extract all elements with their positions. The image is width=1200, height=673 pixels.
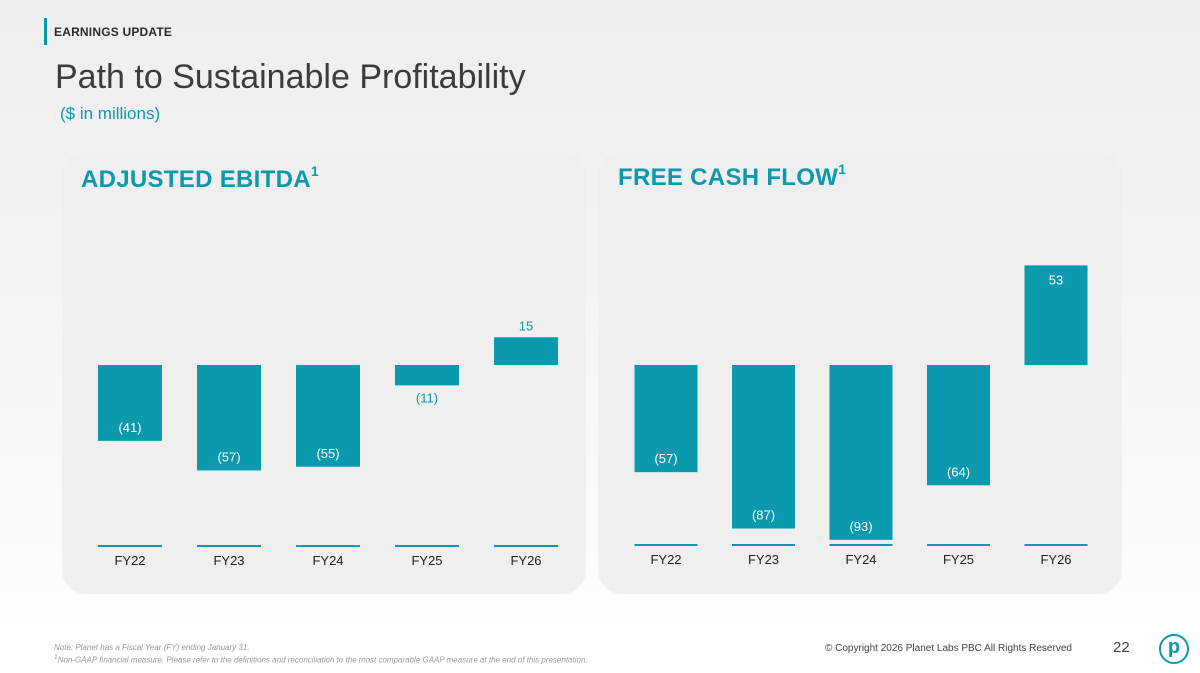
ebitda-data-label: 15 bbox=[519, 318, 533, 333]
planet-logo: p bbox=[1159, 634, 1189, 664]
section-label: EARNINGS UPDATE bbox=[54, 25, 173, 39]
fcf-category-label: FY26 bbox=[1040, 552, 1071, 567]
fcf-category-line bbox=[732, 544, 795, 546]
section-accent-bar bbox=[44, 18, 47, 45]
ebitda-category-line bbox=[296, 545, 360, 547]
fcf-panel-title: FREE CASH FLOW1 bbox=[618, 161, 847, 191]
fcf-title-footnote-marker: 1 bbox=[838, 161, 847, 177]
ebitda-category-line bbox=[98, 545, 162, 547]
fcf-bar bbox=[829, 365, 893, 540]
fcf-category-line bbox=[634, 544, 698, 546]
ebitda-data-label: (41) bbox=[118, 420, 141, 435]
fcf-bar bbox=[634, 365, 698, 473]
ebitda-category-line bbox=[494, 545, 558, 547]
fcf-category-label: FY22 bbox=[650, 552, 681, 567]
fcf-data-label: (57) bbox=[654, 451, 677, 466]
fcf-data-label: (64) bbox=[947, 464, 970, 479]
ebitda-title-footnote-marker: 1 bbox=[310, 163, 319, 179]
ebitda-category-label: FY24 bbox=[312, 553, 343, 568]
non-gaap-footnote: 1Non-GAAP financial measure. Please refe… bbox=[54, 654, 588, 665]
fcf-bar bbox=[927, 365, 990, 486]
ebitda-bar bbox=[296, 365, 360, 467]
ebitda-category-label: FY22 bbox=[114, 553, 145, 568]
fcf-bar bbox=[732, 365, 795, 529]
fcf-category-line bbox=[1024, 544, 1088, 546]
fcf-category-line bbox=[927, 544, 990, 546]
fcf-data-label: 53 bbox=[1049, 272, 1063, 287]
fcf-category-label: FY24 bbox=[845, 552, 876, 567]
ebitda-category-line bbox=[395, 545, 459, 547]
ebitda-bar bbox=[395, 365, 459, 386]
non-gaap-footnote-marker: 1 bbox=[54, 654, 58, 661]
ebitda-panel-title: ADJUSTED EBITDA1 bbox=[81, 163, 319, 193]
fiscal-year-note: Note: Planet has a Fiscal Year (FY) endi… bbox=[54, 643, 250, 652]
fcf-category-line bbox=[829, 544, 893, 546]
fcf-data-label: (87) bbox=[752, 508, 775, 523]
ebitda-bar bbox=[494, 337, 558, 365]
fcf-category-label: FY23 bbox=[748, 552, 779, 567]
ebitda-category-label: FY23 bbox=[213, 553, 244, 568]
ebitda-category-label: FY25 bbox=[411, 553, 442, 568]
page-number: 22 bbox=[1113, 639, 1130, 656]
page-subtitle: ($ in millions) bbox=[60, 104, 161, 123]
ebitda-data-label: (11) bbox=[416, 390, 438, 405]
fcf-data-label: (93) bbox=[849, 519, 872, 534]
copyright-text: © Copyright 2026 Planet Labs PBC All Rig… bbox=[825, 643, 1072, 654]
ebitda-category-line bbox=[197, 545, 261, 547]
fcf-bar bbox=[1024, 265, 1088, 365]
ebitda-bar bbox=[98, 365, 162, 441]
ebitda-data-label: (57) bbox=[217, 449, 240, 464]
fcf-category-label: FY25 bbox=[943, 552, 974, 567]
ebitda-data-label: (55) bbox=[316, 446, 339, 461]
ebitda-category-label: FY26 bbox=[510, 553, 541, 568]
page-title: Path to Sustainable Profitability bbox=[55, 58, 526, 96]
ebitda-bar bbox=[197, 365, 261, 471]
